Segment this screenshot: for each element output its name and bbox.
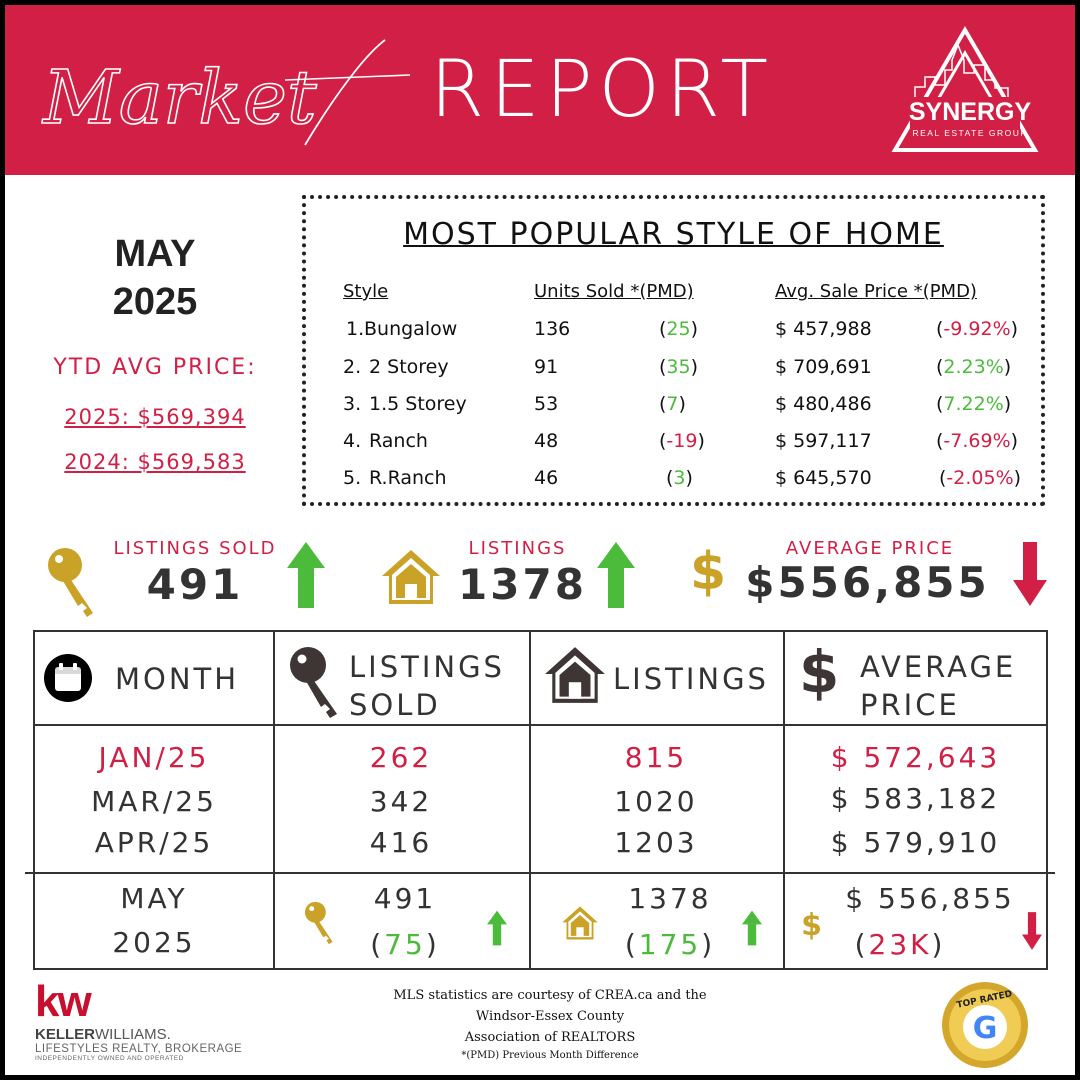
listings-sold-label: LISTINGS SOLD	[113, 538, 277, 559]
synergy-logo-icon	[891, 26, 1039, 152]
popular-style-box: MOST POPULAR STYLE OF HOME Style Units S…	[302, 195, 1045, 506]
header-listings-sold-2: SOLD	[349, 688, 441, 722]
row-average: $ 572,643	[830, 741, 1001, 774]
report-month: MAY	[114, 233, 196, 275]
ytd-title: YTD AVG PRICE:	[53, 355, 257, 380]
kw-brokerage: LIFESTYLES REALTY, BROKERAGE	[35, 1043, 243, 1055]
ytd-2024: 2024: $569,583	[64, 450, 246, 474]
kw-name: KELLERWILLIAMS.	[35, 1026, 171, 1043]
col-header-style: Style	[343, 281, 389, 302]
col-header-units: Units Sold *(PMD)	[534, 281, 694, 302]
header-banner: Market REPORT SYNERGY REAL ESTATE GROUP	[5, 5, 1075, 175]
current-listings: 1378	[628, 882, 712, 915]
header-listings-sold-1: LISTINGS	[349, 650, 505, 684]
style-row: 5. R.Ranch 46 (3) $ 645,570 (-2.05%)	[343, 467, 1022, 489]
footnote-line-2: Windsor-Essex County	[475, 1009, 625, 1024]
row-listings: 815	[624, 741, 688, 774]
style-row: 2. 2 Storey 91 (35) $ 709,691 (2.23%)	[343, 356, 1012, 378]
logo-subtitle: REAL ESTATE GROUP	[912, 128, 1028, 138]
listings-label: LISTINGS	[468, 538, 567, 559]
keller-williams-logo: kw KELLERWILLIAMS. LIFESTYLES REALTY, BR…	[35, 977, 243, 1063]
current-sold: 491	[373, 882, 437, 915]
row-listings: 1020	[614, 785, 698, 818]
popular-title: MOST POPULAR STYLE OF HOME	[403, 217, 944, 252]
current-sold-diff: (75)	[370, 928, 440, 961]
row-month: MAR/25	[91, 785, 217, 818]
arrow-down-icon	[1022, 912, 1042, 950]
top-rated-google-badge-icon: TOP RATED G	[942, 982, 1028, 1068]
svg-text:G: G	[973, 1011, 998, 1046]
monthly-table: MONTH LISTINGS SOLD LISTINGS $ AVERAGE P…	[25, 630, 1055, 970]
row-sold: 342	[369, 785, 433, 818]
listings-value: 1378	[458, 560, 587, 609]
listings-sold-value: 491	[146, 560, 244, 609]
logo-name: SYNERGY	[908, 98, 1032, 126]
ytd-2025: 2025: $569,394	[64, 405, 246, 429]
house-icon	[562, 906, 598, 940]
current-year: 2025	[112, 926, 196, 959]
row-average: $ 579,910	[830, 826, 1001, 859]
key-icon	[304, 901, 333, 945]
header-average-2: PRICE	[860, 688, 960, 722]
row-month: JAN/25	[98, 741, 210, 774]
arrow-up-icon	[487, 910, 507, 946]
market-script-title: Market	[40, 39, 411, 146]
style-row: 3. 1.5 Storey 53 (7) $ 480,486 (7.22%)	[343, 393, 1012, 415]
average-price-label: AVERAGE PRICE	[785, 538, 955, 559]
dollar-icon: $	[801, 908, 825, 943]
style-row: 1. Bungalow 136 (25) $ 457,988 (-9.92%)	[346, 318, 1019, 340]
report-title: REPORT	[430, 45, 775, 135]
report-year: 2025	[112, 281, 198, 323]
row-sold: 262	[369, 741, 433, 774]
dollar-icon: $	[799, 638, 843, 706]
row-sold: 416	[369, 826, 433, 859]
house-icon	[545, 647, 605, 703]
header-listings: LISTINGS	[613, 662, 769, 696]
current-average-diff: (23K)	[854, 928, 946, 961]
col-header-price: Avg. Sale Price *(PMD)	[775, 281, 977, 302]
market-report-page: Market REPORT SYNERGY REAL ESTATE GROUP …	[5, 5, 1075, 1075]
svg-text:Market: Market	[41, 55, 317, 141]
kw-independent: INDEPENDENTLY OWNED AND OPERATED	[35, 1055, 184, 1062]
row-listings: 1203	[614, 826, 698, 859]
arrow-up-icon	[742, 910, 762, 946]
key-icon	[48, 548, 93, 617]
average-price-value: $556,855	[745, 558, 990, 607]
arrow-down-icon	[1013, 542, 1047, 606]
row-month: APR/25	[94, 826, 214, 859]
dollar-icon: $	[690, 542, 727, 602]
arrow-up-icon	[287, 542, 325, 608]
header-month: MONTH	[115, 662, 240, 696]
house-icon	[382, 550, 440, 604]
footnote-line-1: MLS statistics are courtesy of CREA.ca a…	[393, 988, 707, 1003]
key-icon	[290, 647, 337, 718]
footnote-line-3: Association of REALTORS	[464, 1030, 636, 1045]
arrow-up-icon	[597, 542, 635, 608]
current-month: MAY	[120, 882, 188, 915]
calendar-icon	[44, 654, 92, 702]
header-average-1: AVERAGE	[860, 650, 1017, 684]
row-average: $ 583,182	[830, 782, 1001, 815]
kw-mark: kw	[35, 977, 92, 1026]
style-row: 4. Ranch 48 (-19) $ 597,117 (-7.69%)	[343, 430, 1019, 452]
current-listings-diff: (175)	[624, 928, 716, 961]
footnote-pmd: *(PMD) Previous Month Difference	[461, 1050, 639, 1061]
current-average: $ 556,855	[845, 882, 1015, 915]
